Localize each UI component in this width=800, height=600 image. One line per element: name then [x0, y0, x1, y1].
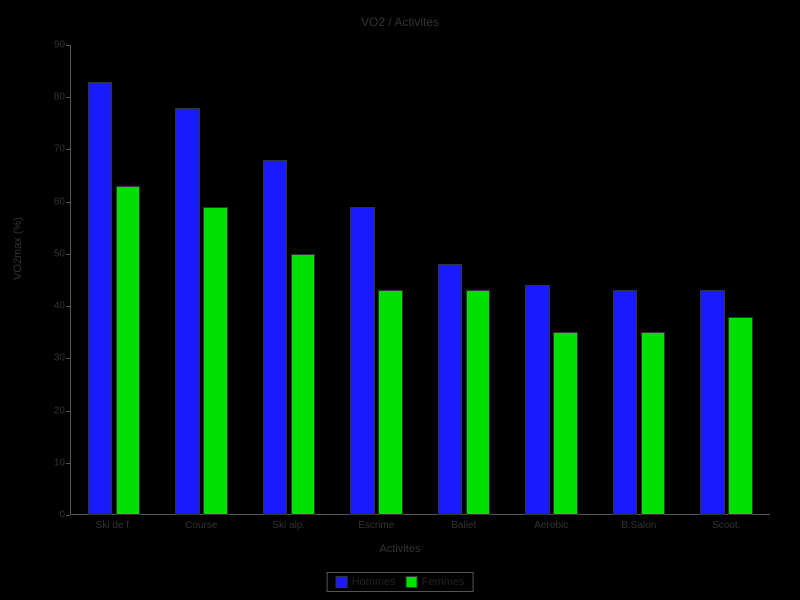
y-tick-label: 70	[35, 144, 65, 155]
x-axis-label: Activites	[0, 543, 800, 555]
bar-hommes	[438, 264, 463, 515]
bar-femmes	[291, 254, 316, 515]
y-tick-label: 50	[35, 248, 65, 259]
bar-femmes	[553, 332, 578, 515]
bar-femmes	[466, 290, 491, 515]
legend-item-femmes: Femmes	[406, 576, 465, 588]
x-tick-label: Ballet	[451, 520, 476, 531]
x-tick-label: Escrime	[358, 520, 394, 531]
bar-hommes	[525, 285, 550, 515]
legend: Hommes Femmes	[327, 572, 474, 592]
y-tick-label: 80	[35, 92, 65, 103]
bar-hommes	[88, 82, 113, 515]
legend-swatch-femmes	[406, 576, 418, 588]
y-tick-label: 0	[35, 510, 65, 521]
y-tick-label: 20	[35, 405, 65, 416]
y-tick-label: 40	[35, 301, 65, 312]
plot-area	[70, 45, 770, 515]
x-tick-label: B.Salon	[621, 520, 656, 531]
y-axis-label: VO2max (%)	[12, 217, 24, 280]
bar-femmes	[203, 207, 228, 515]
y-tick-mark	[66, 515, 70, 516]
bar-femmes	[641, 332, 666, 515]
y-tick-label: 30	[35, 353, 65, 364]
y-tick-label: 90	[35, 40, 65, 51]
bar-hommes	[613, 290, 638, 515]
x-tick-label: Ski alp.	[272, 520, 305, 531]
legend-label-hommes: Hommes	[352, 576, 396, 588]
x-tick-label: Scoot.	[712, 520, 740, 531]
bar-femmes	[378, 290, 403, 515]
bar-hommes	[263, 160, 288, 515]
y-tick-label: 60	[35, 196, 65, 207]
bar-femmes	[116, 186, 141, 515]
legend-swatch-hommes	[336, 576, 348, 588]
bar-femmes	[728, 317, 753, 515]
x-tick-label: Aerobic	[534, 520, 568, 531]
y-tick-label: 10	[35, 457, 65, 468]
x-tick-label: Course	[185, 520, 217, 531]
bar-hommes	[350, 207, 375, 515]
x-tick-label: Ski de f.	[96, 520, 132, 531]
bar-hommes	[175, 108, 200, 515]
legend-label-femmes: Femmes	[422, 576, 465, 588]
chart-title: VO2 / Activites	[0, 15, 800, 29]
bar-hommes	[700, 290, 725, 515]
legend-item-hommes: Hommes	[336, 576, 396, 588]
chart-container: VO2 / Activites VO2max (%) Activites 0 10…	[0, 0, 800, 600]
y-axis-line	[70, 45, 71, 515]
